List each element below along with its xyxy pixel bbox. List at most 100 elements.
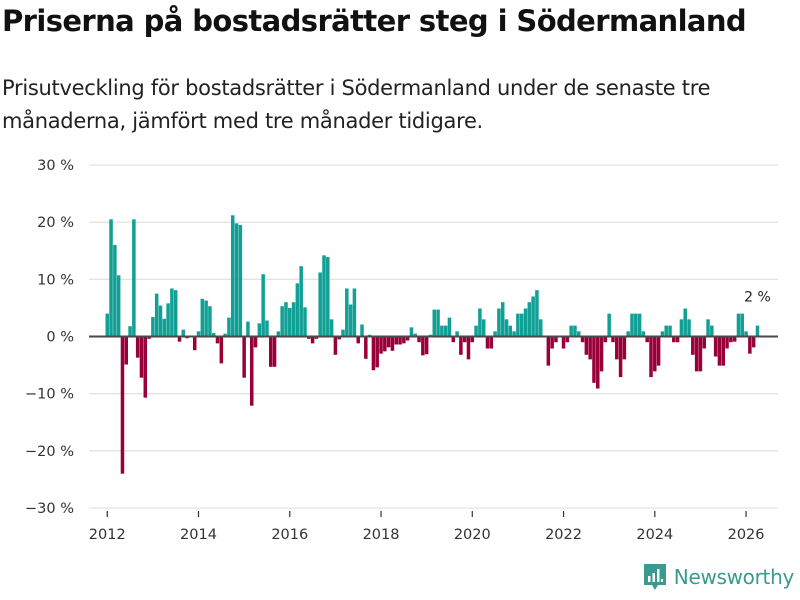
bar: [337, 336, 341, 340]
bar: [626, 331, 630, 337]
bar: [170, 288, 174, 337]
bar: [295, 283, 300, 337]
bar: [417, 336, 421, 343]
last-value-annotation: 2 %: [744, 290, 771, 306]
bar: [154, 293, 159, 337]
bar: [447, 317, 452, 337]
gridlines: [89, 164, 778, 509]
bar: [249, 336, 254, 406]
bar: [466, 336, 471, 360]
x-tick-label: 2016: [271, 527, 308, 543]
chart-subtitle: Prisutveckling för bostadsrätter i Söder…: [2, 76, 711, 133]
bar: [375, 336, 379, 368]
y-tick-label: 30 %: [37, 158, 74, 174]
bars: [105, 215, 760, 474]
bar: [223, 333, 227, 337]
bar: [128, 326, 132, 337]
bar: [694, 336, 699, 372]
bar: [409, 327, 414, 337]
bar: [360, 324, 364, 337]
bar: [113, 245, 117, 337]
bar: [432, 309, 437, 337]
bar: [253, 336, 258, 348]
bar: [307, 336, 311, 339]
bar: [599, 336, 604, 372]
bar: [607, 313, 611, 337]
bar: [348, 304, 353, 337]
bar: [246, 321, 250, 337]
bar: [478, 308, 482, 337]
bar: [105, 313, 109, 337]
bar: [200, 298, 205, 337]
bar: [470, 336, 475, 343]
bar: [173, 290, 178, 337]
bar: [546, 336, 551, 366]
x-tick-label: 2020: [454, 527, 491, 543]
bar: [352, 288, 357, 337]
bar: [504, 319, 509, 337]
bar: [634, 313, 638, 337]
bar: [561, 336, 566, 349]
bar: [451, 336, 456, 343]
chart-title: Priserna på bostadsrätter steg i Söderma…: [2, 4, 747, 38]
bar: [653, 336, 657, 372]
y-tick-label: 10 %: [37, 272, 74, 288]
x-tick-label: 2026: [728, 527, 765, 543]
bar: [219, 336, 224, 364]
bar: [569, 325, 573, 337]
bar: [580, 336, 585, 343]
bar: [615, 336, 619, 360]
y-tick-label: −30 %: [25, 501, 74, 517]
bar: [592, 336, 596, 383]
bar: [181, 329, 186, 337]
bar: [162, 318, 167, 337]
x-tick-label: 2024: [636, 527, 673, 543]
bar: [345, 288, 349, 337]
bar: [675, 336, 680, 343]
bar: [196, 331, 201, 337]
bar: [139, 336, 144, 378]
brand-name: Newsworthy: [673, 565, 795, 589]
bar: [151, 317, 155, 337]
bar: [668, 325, 672, 337]
bar: [527, 302, 532, 337]
bar: [660, 331, 665, 337]
bar: [390, 336, 395, 351]
bar: [710, 325, 714, 337]
bar: [672, 336, 676, 343]
bar: [554, 336, 558, 343]
bar: [516, 313, 520, 337]
bar-chart-logo-icon: [643, 564, 666, 590]
bar: [326, 257, 330, 337]
bar: [729, 336, 733, 343]
bar: [462, 336, 467, 343]
bar: [744, 331, 748, 337]
bar: [379, 336, 383, 354]
bar: [204, 300, 208, 337]
y-tick-label: 20 %: [37, 215, 74, 231]
bar: [284, 302, 288, 337]
bar: [649, 336, 653, 378]
bar: [299, 266, 303, 337]
bar: [314, 336, 319, 339]
bar: [208, 306, 212, 337]
bar: [538, 319, 543, 337]
bar: [310, 336, 315, 344]
bar: [158, 305, 163, 337]
bar: [736, 313, 741, 337]
bar: [683, 308, 687, 337]
bar: [132, 219, 136, 337]
bar: [215, 336, 220, 344]
bar: [717, 336, 722, 366]
bar: [341, 329, 345, 337]
bar: [577, 331, 581, 337]
bar: [272, 336, 277, 367]
bar: [329, 319, 334, 337]
bar: [276, 331, 281, 337]
bar: [386, 336, 391, 348]
bar: [550, 336, 554, 349]
bar: [147, 336, 151, 339]
bar: [732, 336, 737, 342]
bar: [698, 336, 703, 372]
